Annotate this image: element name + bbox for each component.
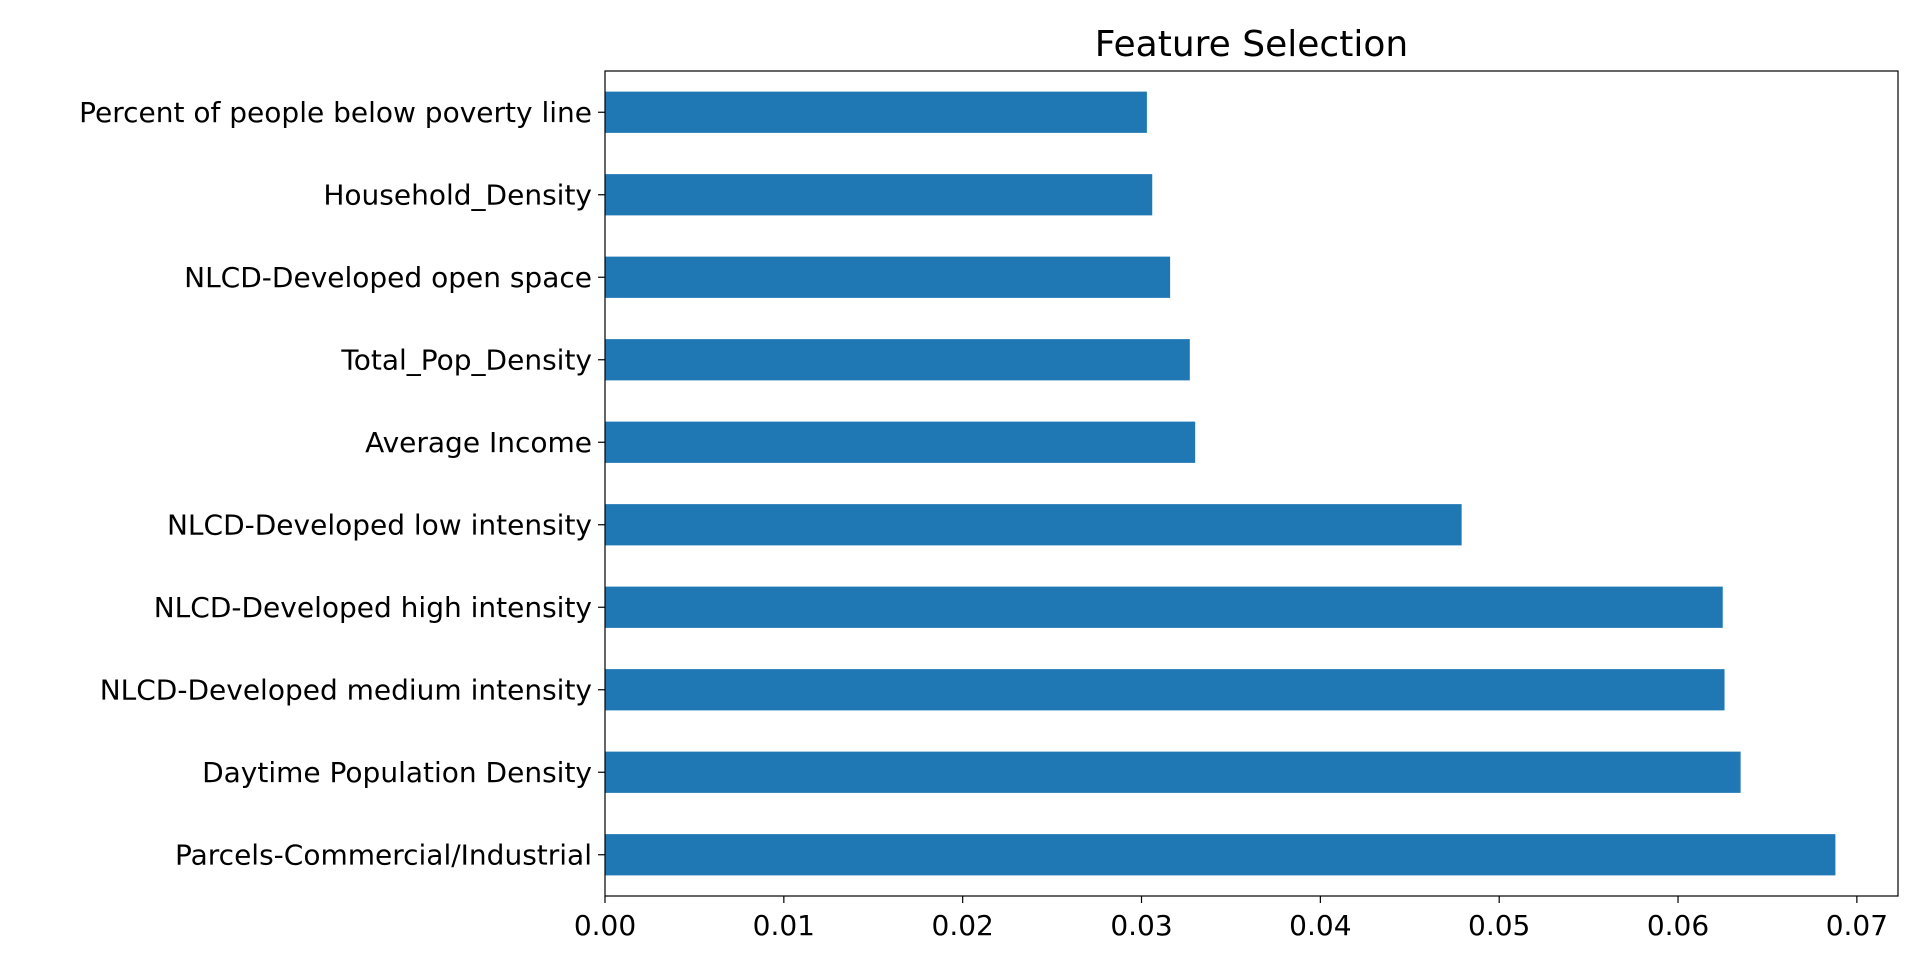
y-tick-label: Percent of people below poverty line: [79, 96, 592, 129]
bar: [605, 834, 1836, 876]
y-tick-label: Household_Density: [323, 178, 592, 211]
x-tick-label: 0.03: [1110, 909, 1172, 942]
x-axis: 0.00 0.01 0.02 0.03 0.04 0.05 0.06 0.07: [574, 896, 1888, 942]
bar: [605, 751, 1741, 793]
x-tick-label: 0.07: [1826, 909, 1888, 942]
plot-frame: [604, 70, 1899, 897]
x-tick-label: 0.01: [753, 909, 815, 942]
chart-title: Feature Selection: [1095, 24, 1408, 65]
y-tick-label: NLCD-Developed low intensity: [167, 508, 592, 541]
y-tick-label: Total_Pop_Density: [340, 343, 592, 376]
y-tick-label: NLCD-Developed medium intensity: [100, 673, 592, 706]
y-tick-label: Average Income: [365, 426, 592, 459]
y-tick-label: Daytime Population Density: [202, 756, 592, 789]
y-axis: Parcels-Commercial/Industrial Daytime Pop…: [79, 96, 605, 871]
bar: [605, 339, 1190, 381]
bar: [605, 174, 1153, 216]
bar: [605, 504, 1462, 546]
bars-layer: [605, 91, 1836, 876]
bar: [605, 421, 1196, 463]
bar: [605, 586, 1723, 628]
y-tick-label: Parcels-Commercial/Industrial: [175, 838, 592, 871]
bar: [605, 256, 1171, 298]
x-tick-label: 0.06: [1647, 909, 1709, 942]
x-tick-label: 0.04: [1289, 909, 1351, 942]
y-tick-label: NLCD-Developed open space: [184, 261, 592, 294]
bar: [605, 91, 1147, 133]
bar: [605, 669, 1725, 711]
x-tick-label: 0.02: [932, 909, 994, 942]
y-tick-label: NLCD-Developed high intensity: [154, 591, 592, 624]
x-tick-label: 0.05: [1468, 909, 1530, 942]
x-tick-label: 0.00: [574, 909, 636, 942]
